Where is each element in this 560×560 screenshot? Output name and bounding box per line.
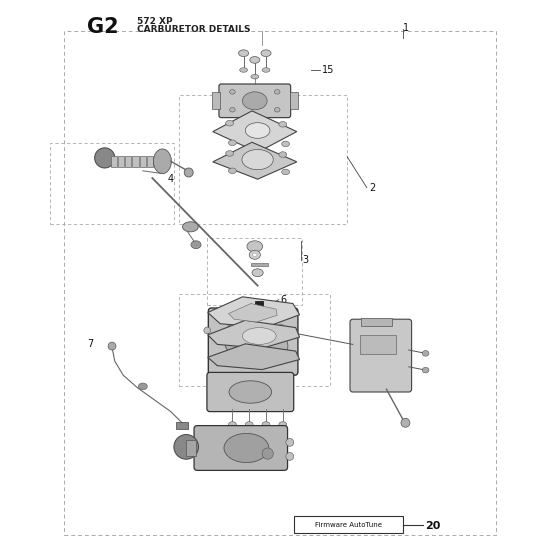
Ellipse shape [422, 367, 429, 373]
Polygon shape [208, 344, 300, 370]
Bar [176, 422, 188, 429]
Ellipse shape [224, 433, 269, 463]
Ellipse shape [250, 57, 260, 63]
Polygon shape [213, 111, 297, 152]
Text: 4: 4 [168, 174, 174, 184]
Text: G2: G2 [87, 17, 118, 37]
Ellipse shape [239, 50, 249, 57]
Ellipse shape [279, 422, 287, 427]
Ellipse shape [228, 140, 236, 146]
Ellipse shape [282, 169, 290, 175]
Ellipse shape [224, 318, 269, 360]
Bar [255, 301, 263, 311]
Text: 1: 1 [403, 23, 409, 33]
Ellipse shape [261, 50, 271, 57]
Ellipse shape [95, 148, 115, 168]
Ellipse shape [108, 342, 116, 350]
Ellipse shape [262, 448, 273, 459]
Ellipse shape [286, 452, 294, 460]
Bar [118, 156, 124, 167]
Ellipse shape [278, 324, 284, 331]
Ellipse shape [204, 327, 211, 334]
Ellipse shape [263, 333, 288, 360]
Ellipse shape [138, 383, 147, 390]
Text: Firmware AutoTune: Firmware AutoTune [315, 522, 382, 528]
Text: 2: 2 [370, 183, 376, 193]
Bar [360, 335, 396, 354]
FancyBboxPatch shape [207, 372, 294, 412]
Ellipse shape [247, 241, 263, 252]
Ellipse shape [245, 422, 253, 427]
Ellipse shape [274, 108, 280, 112]
FancyBboxPatch shape [194, 426, 288, 470]
Ellipse shape [286, 438, 294, 446]
Ellipse shape [262, 422, 270, 427]
Ellipse shape [153, 149, 171, 174]
Ellipse shape [242, 92, 267, 110]
Ellipse shape [422, 351, 429, 356]
Bar [290, 92, 298, 109]
FancyBboxPatch shape [350, 319, 412, 392]
FancyBboxPatch shape [208, 308, 298, 375]
Ellipse shape [252, 321, 263, 329]
Ellipse shape [251, 74, 259, 79]
Ellipse shape [240, 68, 248, 72]
Ellipse shape [242, 150, 273, 170]
Bar [133, 156, 139, 167]
Ellipse shape [249, 250, 260, 259]
Ellipse shape [230, 108, 235, 112]
Polygon shape [228, 304, 277, 322]
Text: 7: 7 [87, 339, 93, 349]
Ellipse shape [262, 68, 270, 72]
Text: 20: 20 [426, 521, 441, 531]
Bar [212, 92, 220, 109]
Ellipse shape [226, 151, 234, 156]
Ellipse shape [226, 120, 234, 126]
Ellipse shape [191, 241, 201, 249]
Ellipse shape [184, 168, 193, 177]
Ellipse shape [401, 418, 410, 427]
Text: 572 XP: 572 XP [137, 17, 173, 26]
Ellipse shape [242, 328, 276, 344]
Ellipse shape [279, 122, 287, 127]
Text: 3: 3 [302, 255, 309, 265]
Ellipse shape [252, 269, 263, 277]
Ellipse shape [245, 123, 270, 138]
Bar [186, 440, 196, 456]
Bar [111, 156, 117, 167]
Ellipse shape [228, 168, 236, 174]
Ellipse shape [274, 90, 280, 94]
Text: 6: 6 [280, 295, 286, 305]
Text: 15: 15 [322, 65, 334, 75]
Ellipse shape [230, 90, 235, 94]
Ellipse shape [282, 141, 290, 147]
Bar [251, 264, 268, 267]
Bar [147, 156, 153, 167]
Ellipse shape [229, 381, 272, 403]
Bar [125, 156, 132, 167]
Polygon shape [208, 297, 300, 328]
Ellipse shape [253, 253, 257, 256]
Bar [361, 318, 392, 326]
Bar [140, 156, 146, 167]
Ellipse shape [279, 152, 287, 157]
Text: CARBURETOR DETAILS: CARBURETOR DETAILS [137, 25, 251, 34]
Ellipse shape [183, 222, 198, 232]
Ellipse shape [228, 422, 236, 427]
Polygon shape [208, 320, 300, 348]
Polygon shape [213, 142, 297, 179]
FancyBboxPatch shape [219, 84, 291, 118]
Ellipse shape [174, 435, 198, 459]
Ellipse shape [244, 355, 253, 362]
